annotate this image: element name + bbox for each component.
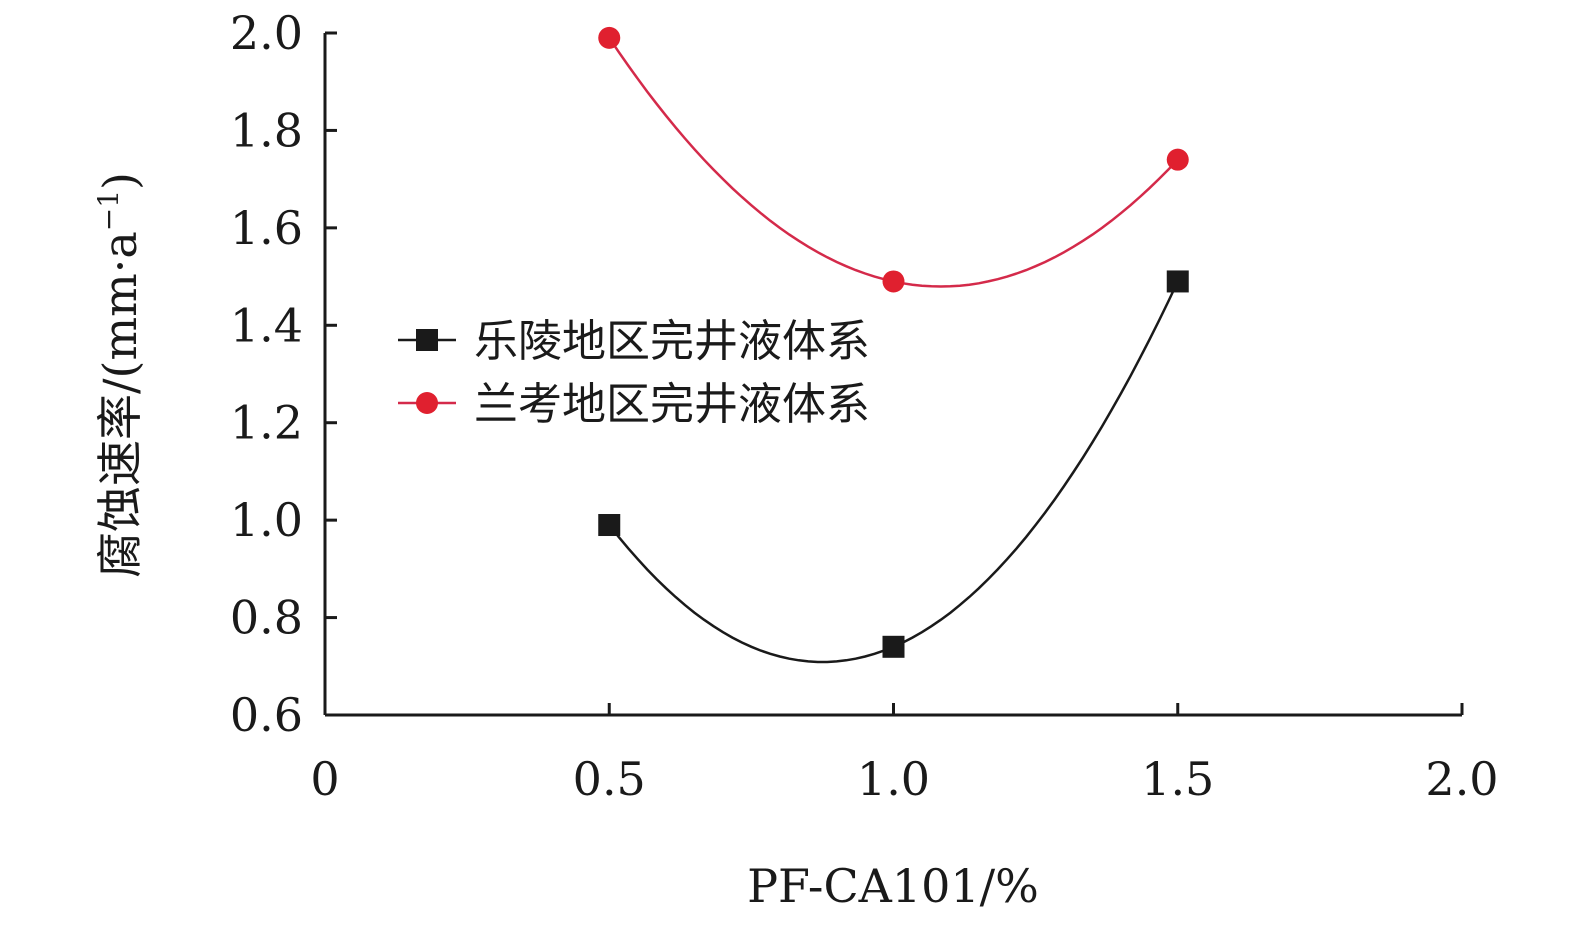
y-axis-title-superscript: −1 [92,190,125,231]
plot-area: 0.6 0.8 1.0 1.2 1.4 1.6 1.8 2.0 0 0.5 1.0 1.5 2.0 乐陵地… [230,6,1499,806]
series-line-2 [608,37,1179,288]
y-tick-label: 1.0 [230,493,303,547]
x-axis-title: PF-CA101/% [747,859,1039,913]
y-axis-title-main: 腐蚀速率/(mm·a [93,231,147,578]
series-1-point [882,635,905,658]
x-tick-label: 2.0 [1425,752,1498,806]
series-1-point [598,514,621,537]
y-axis-title: 腐蚀速率/(mm·a−1) [92,172,147,578]
x-tick-label: 0.5 [573,752,646,806]
series-2-point [882,270,905,293]
series-2-point [598,26,621,49]
series-2-point [1166,148,1189,171]
legend-label-1: 乐陵地区完井液体系 [474,316,870,367]
x-tick-label: 0 [310,752,339,806]
series-1-point [1166,270,1189,293]
y-tick-label: 2.0 [230,6,303,60]
legend-label-2: 兰考地区完井液体系 [474,379,870,430]
legend-marker-1 [416,329,438,351]
y-tick-label: 1.8 [230,103,303,157]
y-tick-label: 0.8 [230,591,303,645]
y-tick-label: 0.6 [230,688,303,742]
y-tick-label: 1.6 [230,201,303,255]
x-tick-label: 1.0 [857,752,930,806]
y-tick-label: 1.4 [230,298,303,352]
legend-marker-2 [416,392,438,414]
x-tick-label: 1.5 [1141,752,1214,806]
y-tick-label: 1.2 [230,396,303,450]
y-axis-title-close: ) [93,172,147,190]
